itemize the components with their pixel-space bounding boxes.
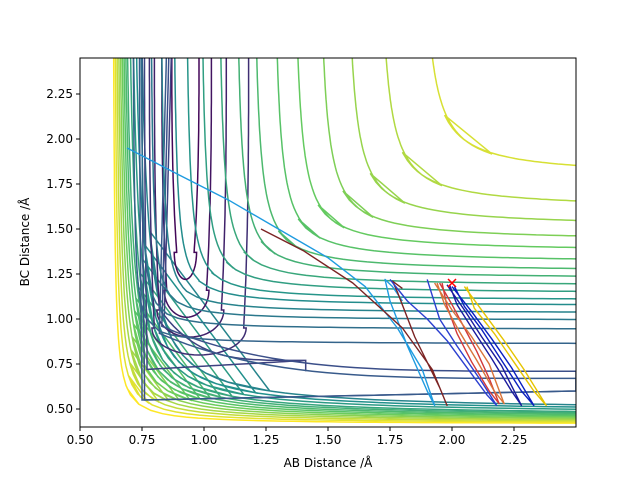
x-tick-label: 2.00 — [439, 433, 466, 447]
y-tick-label: 2.00 — [46, 132, 73, 146]
contour-line — [161, 58, 576, 313]
repulsive-wall-contour — [112, 58, 576, 424]
contour-line — [174, 58, 576, 306]
contour-line — [276, 58, 576, 260]
contour-line — [202, 58, 576, 293]
repulsive-wall-contour — [121, 58, 576, 418]
contour-lines — [112, 58, 576, 424]
well-contour — [161, 58, 213, 318]
trajectory-line — [260, 228, 448, 407]
trajectory-lines — [126, 147, 547, 407]
x-tick-label: 1.50 — [315, 433, 342, 447]
repulsive-wall-contour — [114, 58, 576, 423]
y-tick-label: 1.50 — [46, 222, 73, 236]
repulsive-wall-contour — [116, 58, 576, 422]
marker-stroke — [447, 278, 457, 288]
y-tick-label: 2.25 — [46, 87, 73, 101]
well-contour — [148, 58, 250, 356]
saddle-contour — [143, 58, 307, 372]
saddle-marker — [447, 278, 457, 288]
contour-line — [238, 58, 576, 277]
trajectory-line — [434, 282, 505, 405]
repulsive-wall-contour — [119, 58, 576, 419]
x-tick-label: 2.25 — [501, 433, 528, 447]
contour-line — [322, 58, 576, 237]
contour-line — [297, 58, 576, 249]
repulsive-wall-contour — [118, 58, 576, 421]
contour-line — [220, 58, 576, 285]
y-tick-label: 1.00 — [46, 312, 73, 326]
contour-line — [140, 58, 576, 330]
y-tick-label: 0.75 — [46, 357, 73, 371]
y-ticks: 0.50 0.75 1.00 1.25 1.50 1.75 2.00 2.25 — [46, 87, 80, 416]
y-tick-label: 1.75 — [46, 177, 73, 191]
well-contour — [171, 58, 200, 281]
x-ticks: 0.50 0.75 1.00 1.25 1.50 1.75 2.00 2.25 — [67, 427, 528, 447]
repulsive-wall-contour — [125, 58, 576, 415]
trajectory-line — [389, 278, 498, 407]
trajectory-line — [446, 284, 523, 407]
trajectory-line — [451, 286, 535, 407]
y-tick-label: 1.25 — [46, 267, 73, 281]
contour-line — [256, 58, 576, 270]
x-tick-label: 1.00 — [191, 433, 218, 447]
contour-line — [431, 58, 576, 167]
x-tick-label: 1.25 — [253, 433, 280, 447]
x-tick-label: 0.75 — [129, 433, 156, 447]
contour-line — [385, 58, 576, 202]
y-tick-label: 0.50 — [46, 402, 73, 416]
y-axis-title: BC Distance /Å — [17, 197, 32, 287]
repulsive-wall-contour — [129, 58, 576, 413]
saddle-contour — [138, 58, 576, 401]
repulsive-wall-contour — [123, 58, 576, 417]
repulsive-wall-contour — [126, 58, 576, 414]
trajectory-line — [463, 286, 547, 407]
x-tick-label: 1.75 — [377, 433, 404, 447]
x-tick-label: 0.50 — [67, 433, 94, 447]
x-axis-title: AB Distance /Å — [284, 455, 374, 470]
trajectory-line — [126, 147, 436, 407]
contour-line — [351, 58, 576, 222]
repulsive-wall-contour — [132, 58, 576, 411]
contour-line — [132, 58, 576, 345]
